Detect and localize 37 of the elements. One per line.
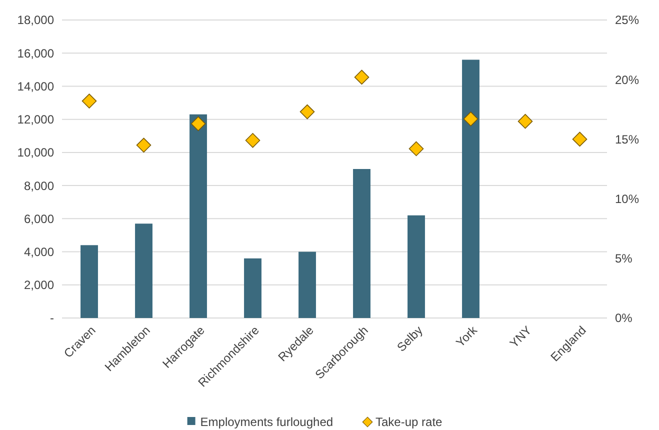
point (300, 104, 315, 120)
bar (298, 252, 316, 318)
y-tick-label: 4,000 (24, 244, 54, 259)
y-tick-label: 14,000 (17, 79, 54, 94)
y-tick-label: 18,000 (17, 13, 54, 28)
bar (353, 169, 370, 318)
y-tick-label: 6,000 (24, 212, 54, 226)
bar (462, 60, 480, 318)
bar (190, 114, 207, 318)
point (245, 132, 260, 148)
point (354, 70, 370, 85)
y-tick-label: 8,000 (24, 178, 54, 193)
y2-tick-label: 0% (615, 311, 633, 326)
y2-tick-label: 5% (615, 252, 633, 266)
y2-tick-label: 10% (615, 192, 640, 206)
point (572, 132, 588, 147)
y2-tick-label: 25% (615, 13, 640, 28)
legend-label: Employments furloughed (200, 415, 334, 430)
point (136, 138, 152, 153)
bar (408, 215, 425, 318)
y-tick-label: 10,000 (17, 146, 54, 160)
y2-tick-label: 15% (615, 132, 640, 146)
bar (80, 245, 98, 318)
point (82, 94, 97, 108)
y-tick-label: 2,000 (24, 278, 54, 292)
bar (135, 224, 152, 318)
y2-tick-label: 20% (615, 72, 640, 87)
y-tick-label: 16,000 (17, 46, 54, 60)
x-tick-label: York (453, 322, 481, 350)
point (518, 114, 533, 129)
legend-label: Take-up rate (376, 415, 443, 430)
point (190, 116, 206, 132)
point (463, 112, 478, 126)
point (408, 141, 424, 156)
y-tick-label: 12,000 (17, 112, 54, 127)
bar (244, 258, 262, 318)
y-tick-label: - (50, 311, 54, 326)
